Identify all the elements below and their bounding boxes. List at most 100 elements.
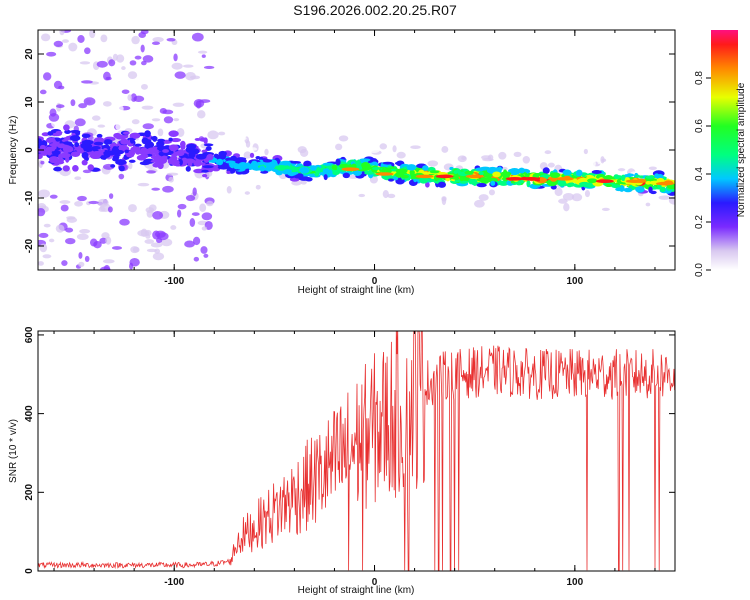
- heatmap-cell: [472, 178, 478, 186]
- heatmap-cell: [70, 99, 76, 107]
- heatmap-cell: [425, 181, 430, 188]
- heatmap-cell: [419, 176, 429, 184]
- heatmap-cell: [43, 72, 52, 81]
- heatmap-cell: [174, 71, 186, 79]
- heatmap-cell: [195, 153, 207, 160]
- heatmap-cell: [305, 177, 313, 182]
- heatmap-cell: [105, 110, 117, 117]
- heatmap-cell: [88, 200, 99, 205]
- heatmap-cell: [141, 60, 147, 66]
- heatmap-cell: [152, 230, 161, 240]
- heatmap-cell: [38, 153, 43, 160]
- heatmap-cell: [202, 174, 208, 178]
- heatmap-cell: [48, 156, 59, 164]
- heatmap-cell: [41, 152, 49, 156]
- heatmap-cell: [486, 177, 498, 183]
- heatmap-cell: [151, 187, 161, 191]
- heatmap-cell: [50, 137, 55, 141]
- heatmap-cell: [153, 156, 163, 164]
- heatmap-cell: [99, 237, 108, 244]
- heatmap-cell: [144, 143, 150, 150]
- heatmap-cell: [532, 204, 541, 211]
- heatmap-cell: [84, 255, 90, 262]
- heatmap-cell: [144, 239, 155, 244]
- heatmap-cell: [303, 160, 312, 168]
- heatmap-cell: [56, 104, 65, 109]
- colorbar-tick-label: 0.6: [694, 119, 705, 133]
- heatmap-cell: [146, 170, 156, 174]
- spectrogram-blobs: [38, 30, 675, 270]
- heatmap-cell: [478, 171, 484, 176]
- heatmap-cell: [571, 193, 583, 202]
- heatmap-cell: [111, 246, 123, 250]
- heatmap-cell: [127, 94, 132, 101]
- heatmap-cell: [173, 118, 180, 122]
- heatmap-cell: [341, 167, 360, 171]
- heatmap-cell: [583, 148, 588, 155]
- heatmap-cell: [121, 89, 130, 94]
- heatmap-cell: [108, 193, 114, 199]
- heatmap-cell: [501, 166, 508, 171]
- heatmap-cell: [177, 149, 185, 154]
- heatmap-cell: [42, 254, 52, 259]
- heatmap-cell: [382, 161, 394, 165]
- heatmap-cell: [659, 186, 666, 193]
- colorbar-tick-label: 0.8: [694, 71, 705, 85]
- heatmap-cell: [658, 195, 671, 200]
- heatmap-cell: [338, 163, 350, 169]
- heatmap-cell: [100, 34, 108, 43]
- heatmap-cell: [102, 259, 115, 264]
- heatmap-cell: [336, 152, 342, 157]
- colorbar-label: Normalized spectral amplitude: [736, 82, 747, 217]
- heatmap-cell: [160, 238, 173, 247]
- heatmap-cell: [103, 139, 113, 145]
- heatmap-cell: [166, 38, 176, 42]
- heatmap-cell: [152, 210, 164, 220]
- heatmap-cell: [168, 144, 179, 151]
- heatmap-cell: [660, 166, 670, 170]
- heatmap-cell: [437, 181, 447, 188]
- heatmap-cell: [77, 195, 87, 202]
- heatmap-cell: [171, 153, 179, 157]
- heatmap-cell: [563, 202, 570, 212]
- heatmap-cell: [201, 212, 213, 221]
- heatmap-cell: [226, 186, 232, 194]
- heatmap-cell: [112, 157, 119, 162]
- heatmap-cell: [435, 174, 454, 179]
- heatmap-cell: [434, 150, 446, 160]
- heatmap-cell: [141, 105, 154, 110]
- heatmap-cell: [53, 166, 62, 172]
- colorbar-ticks: 0.0 0.2 0.4 0.6 0.8: [694, 71, 711, 277]
- heatmap-cell: [441, 146, 449, 153]
- heatmap-cell: [465, 174, 484, 179]
- heatmap-cell: [441, 196, 447, 206]
- y-tick-label: 10: [24, 96, 35, 108]
- heatmap-cell: [192, 236, 201, 246]
- heatmap-cell: [93, 141, 104, 146]
- heatmap-cell: [147, 147, 156, 155]
- heatmap-cell: [40, 160, 45, 165]
- heatmap-cell: [169, 150, 174, 154]
- heatmap-cell: [230, 155, 237, 161]
- heatmap-cell: [96, 133, 103, 138]
- heatmap-cell: [338, 135, 349, 142]
- heatmap-cell: [41, 132, 50, 137]
- heatmap-cell: [405, 145, 411, 151]
- heatmap-cell: [595, 179, 614, 183]
- heatmap-cell: [168, 176, 174, 183]
- colorbar-gradient: [711, 30, 738, 270]
- heatmap-cell: [99, 266, 111, 270]
- heatmap-cell: [443, 157, 452, 162]
- heatmap-cell: [371, 158, 377, 162]
- heatmap-cell: [162, 185, 174, 193]
- heatmap-cell: [335, 158, 341, 166]
- heatmap-cell: [39, 243, 48, 253]
- heatmap-cell: [500, 171, 512, 177]
- colorbar-tick-label: 0.2: [694, 215, 705, 229]
- heatmap-cell: [318, 144, 331, 149]
- heatmap-cell: [172, 102, 185, 107]
- snr-background: [38, 331, 675, 571]
- heatmap-cell: [202, 165, 214, 169]
- heatmap-cell: [62, 165, 70, 172]
- heatmap-cell: [130, 246, 139, 254]
